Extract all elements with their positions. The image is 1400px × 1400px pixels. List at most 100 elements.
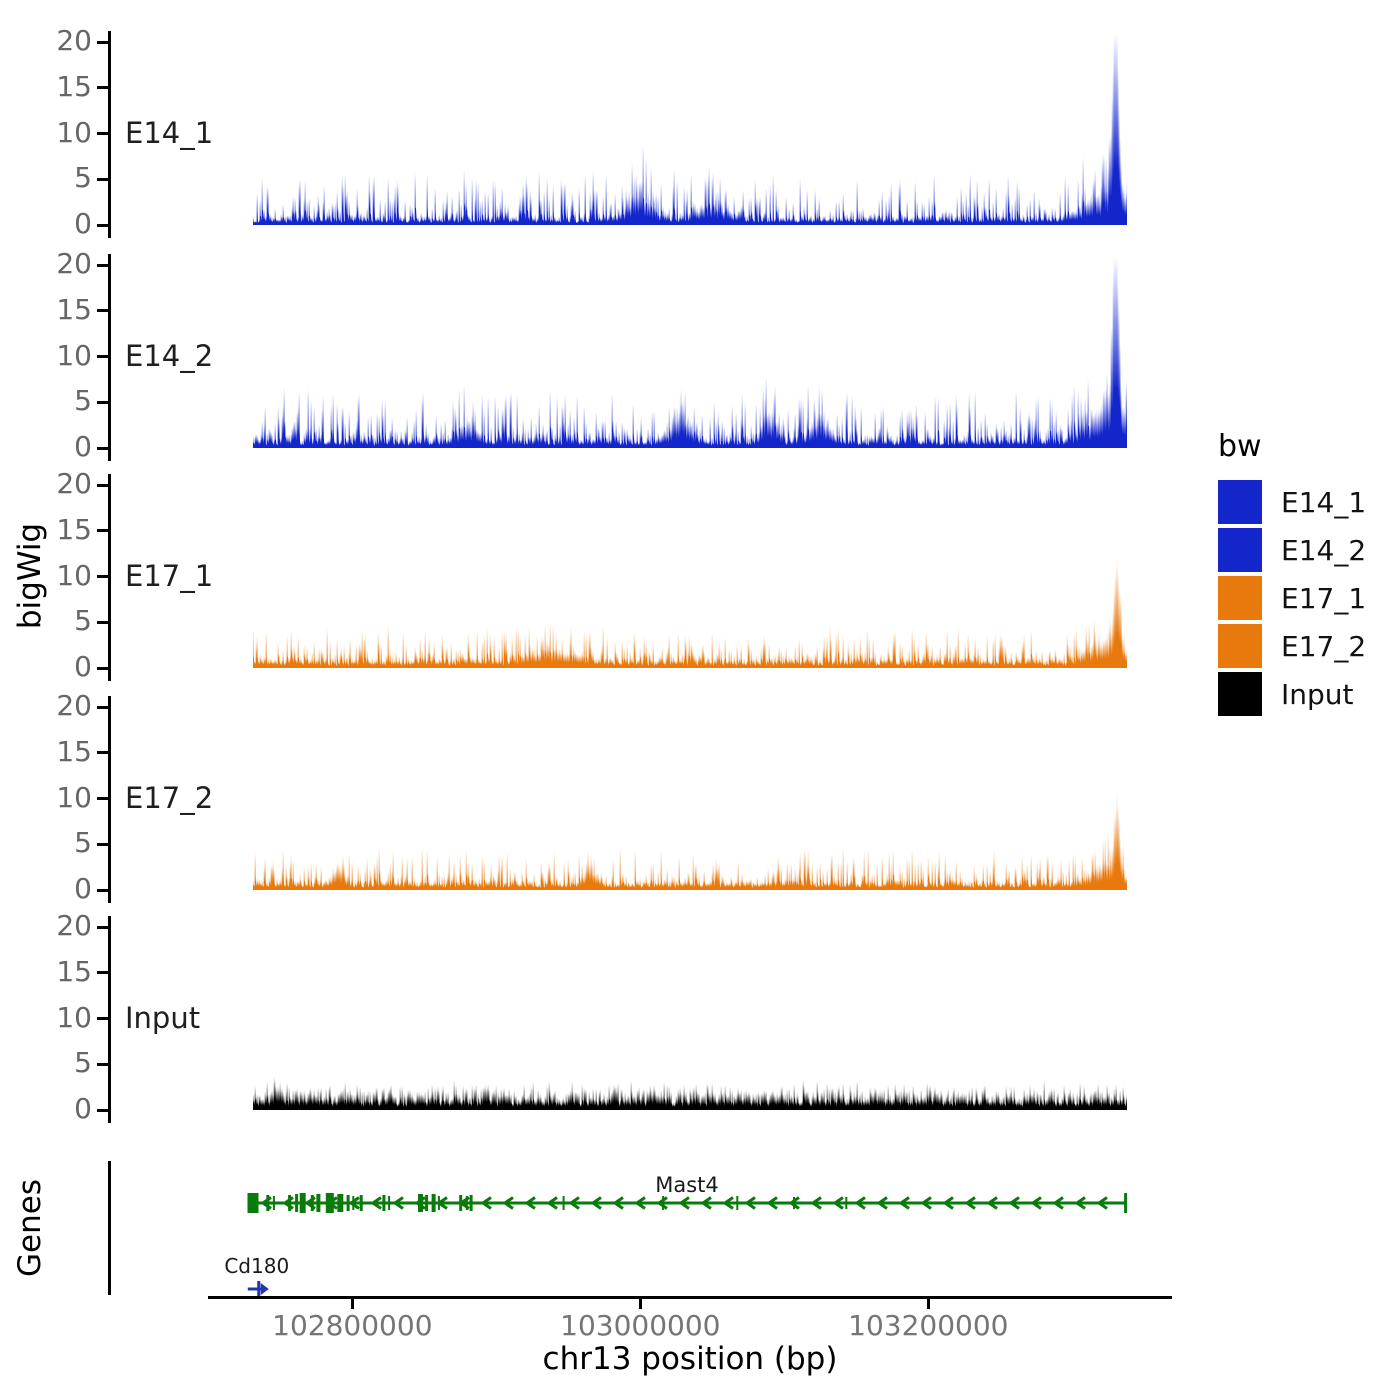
strand-arrow-icon (810, 1196, 822, 1210)
y-axis-tick-label: 0 (74, 1092, 92, 1125)
strand-arrow-icon (678, 1196, 690, 1210)
y-axis-tick (97, 666, 110, 670)
x-axis-tick-label: 102800000 (272, 1309, 433, 1342)
gene-exon (310, 1195, 314, 1211)
y-axis-tick (97, 132, 110, 135)
gene-exon (325, 1193, 334, 1213)
gene-exon (247, 1193, 259, 1213)
y-axis-tick-label: 0 (74, 207, 92, 240)
gene-exon (662, 1196, 665, 1210)
y-axis-tick (97, 971, 110, 975)
strand-arrow-icon (876, 1196, 888, 1210)
strand-arrow-icon (348, 1196, 360, 1210)
track-label-E17_2: E17_2 (125, 780, 214, 815)
strand-arrow-icon (1052, 1196, 1064, 1210)
strand-arrow-icon (832, 1196, 844, 1210)
x-axis-title: chr13 position (bp) (542, 1341, 838, 1377)
legend-label-E14_1: E14_1 (1281, 486, 1367, 519)
x-axis-tick-label: 103000000 (560, 1309, 721, 1342)
signal-path-Input (253, 1077, 1127, 1110)
genes-axis-line (108, 1161, 111, 1295)
strand-arrow-icon (502, 1196, 514, 1210)
track-label-E17_1: E17_1 (125, 558, 214, 593)
y-axis-tick-label: 10 (56, 780, 92, 814)
legend-label-E17_2: E17_2 (1281, 630, 1367, 663)
y-axis-tick-label: 5 (74, 161, 92, 195)
y-axis-tick-label: 15 (56, 734, 92, 768)
legend-swatch-E17_1 (1218, 576, 1262, 620)
gene-exon (266, 1195, 270, 1211)
y-axis-tick-label: 20 (56, 909, 92, 942)
track-label-E14_2: E14_2 (125, 338, 214, 373)
signal-area-E17_2 (253, 792, 1127, 890)
strand-arrow-icon (612, 1196, 624, 1210)
x-axis-tick (350, 1299, 354, 1309)
gene-exon (425, 1195, 429, 1211)
y-axis-tick-label: 20 (56, 247, 92, 280)
strand-arrow-icon (854, 1196, 866, 1210)
y-axis-tick (97, 888, 110, 892)
y-axis-tick-label: 10 (56, 338, 92, 372)
signal-area-Input (253, 1077, 1127, 1110)
strand-arrow-icon (1008, 1196, 1020, 1210)
gene-exon (337, 1194, 344, 1212)
y-axis-tick (97, 842, 110, 846)
gene-label-cd180: Cd180 (224, 1254, 289, 1278)
strand-arrow-icon (370, 1196, 382, 1210)
gene-model-mast4: Mast4 (247, 1173, 1128, 1213)
strand-arrow-icon (590, 1196, 602, 1210)
strand-arrow-icon (480, 1196, 492, 1210)
gene-label-mast4: Mast4 (655, 1173, 719, 1197)
signal-path-E17_2 (253, 792, 1127, 890)
gene-exon (346, 1195, 350, 1211)
signal-path-E14_2 (253, 256, 1127, 448)
strand-arrow-icon (986, 1196, 998, 1210)
gene-exon (845, 1197, 848, 1209)
y-axis-tick-label: 0 (74, 430, 92, 463)
gene-exon (736, 1196, 739, 1210)
y-axis-tick-label: 15 (56, 69, 92, 103)
y-axis-tick (97, 925, 110, 929)
y-axis-tick-label: 10 (56, 558, 92, 592)
y-axis-tick-label: 5 (74, 384, 92, 418)
gene-exon (272, 1196, 275, 1210)
y-axis-tick (97, 263, 110, 267)
gene-exon (295, 1194, 299, 1212)
legend-swatch-Input (1218, 672, 1262, 716)
strand-arrow-icon (964, 1196, 976, 1210)
gene-exon (465, 1196, 468, 1210)
strand-arrow-icon (260, 1283, 269, 1295)
strand-arrow-icon (656, 1196, 668, 1210)
genes-axis-title: Genes (12, 1179, 48, 1277)
signal-area-E14_2 (253, 256, 1127, 448)
y-axis-tick (97, 446, 110, 450)
y-axis-tick (97, 1108, 110, 1112)
y-axis-tick-label: 10 (56, 115, 92, 149)
y-axis-tick-label: 15 (56, 292, 92, 326)
y-axis-tick-label: 0 (74, 872, 92, 905)
legend-label-E17_1: E17_1 (1281, 582, 1367, 615)
y-axis-tick (97, 705, 110, 709)
y-axis-tick-label: 20 (56, 689, 92, 722)
y-axis-tick (97, 529, 110, 533)
gene-exon (352, 1196, 355, 1210)
x-axis-tick (926, 1299, 930, 1309)
gene-exon (1124, 1193, 1128, 1213)
legend-swatch-E14_1 (1218, 480, 1262, 524)
strand-arrow-icon (788, 1196, 800, 1210)
y-axis-tick (97, 177, 110, 181)
track-label-Input: Input (125, 1000, 201, 1035)
gene-exon (359, 1195, 363, 1211)
strand-arrow-icon (942, 1196, 954, 1210)
y-axis-tick (97, 575, 110, 578)
signal-area-E17_1 (253, 554, 1127, 668)
y-axis-tick (97, 620, 110, 624)
strand-arrow-icon (568, 1196, 580, 1210)
strand-arrow-icon (898, 1196, 910, 1210)
gene-model-cd180: Cd180 (224, 1254, 289, 1299)
x-axis-tick (638, 1299, 642, 1309)
strand-arrow-icon (920, 1196, 932, 1210)
signal-area-E14_1 (253, 33, 1127, 225)
gene-exon (388, 1196, 391, 1210)
strand-arrow-icon (1030, 1196, 1042, 1210)
